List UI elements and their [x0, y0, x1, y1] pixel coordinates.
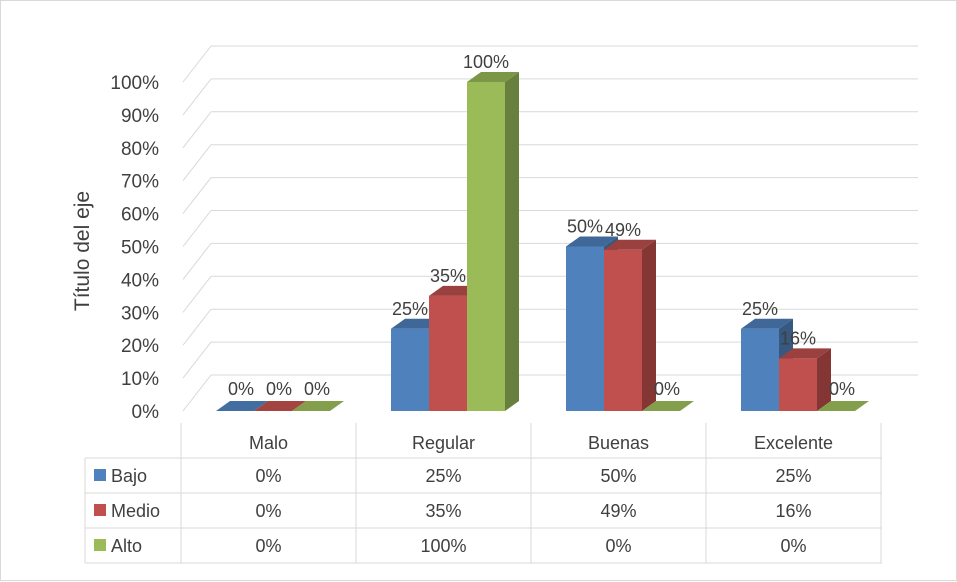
- data-label: 49%: [605, 220, 641, 240]
- y-tick-label: 70%: [121, 172, 159, 193]
- y-tick-label: 0%: [132, 402, 160, 423]
- bar-front: [467, 82, 505, 411]
- bar-alto-excelente: [817, 401, 869, 411]
- bar-bajo-buenas: [566, 236, 618, 411]
- bar-medio-malo: [254, 401, 306, 411]
- data-label: 25%: [392, 299, 428, 319]
- y-tick-label: 30%: [121, 303, 159, 324]
- y-tick-label: 20%: [121, 336, 159, 357]
- data-label: 35%: [430, 266, 466, 286]
- bar-top: [741, 318, 793, 329]
- data-table: Malo Regular Buenas Excelente Bajo 0% 25% 50% 25…: [84, 423, 882, 564]
- legend-label: Alto: [111, 536, 142, 556]
- bar-side: [505, 72, 519, 411]
- gridline-side: [182, 177, 212, 214]
- gridline-side: [182, 78, 212, 116]
- data-label: 100%: [463, 52, 509, 72]
- bar-top: [467, 72, 519, 82]
- table-cell: 16%: [775, 501, 811, 521]
- x-category-label: Regular: [412, 433, 475, 453]
- y-tick-label: 50%: [121, 238, 159, 259]
- bar-bajo-malo: [216, 401, 268, 411]
- bar-top: [604, 239, 656, 250]
- gridline-side: [182, 144, 212, 182]
- data-labels: 0% 0% 0%25%35%100%50% 49%0%25%16%0%: [228, 52, 855, 399]
- data-label: 25%: [742, 299, 778, 319]
- gridline-side: [182, 308, 212, 346]
- gridline-side: [182, 374, 212, 412]
- legend-label: Bajo: [111, 466, 147, 486]
- table-cell: 100%: [420, 536, 466, 556]
- data-label: 50%: [567, 217, 603, 237]
- table-cell: 35%: [425, 501, 461, 521]
- bar-alto-buenas: [642, 401, 694, 411]
- bar-top: [216, 401, 268, 411]
- table-cell: 0%: [255, 466, 281, 486]
- gridline-side: [182, 45, 212, 83]
- y-tick-label: 10%: [121, 369, 159, 390]
- table-cell: 50%: [600, 466, 636, 486]
- bar-alto-malo: [292, 401, 344, 411]
- x-category-label: Malo: [249, 433, 288, 453]
- data-label: 0%: [228, 379, 254, 399]
- bar-front: [391, 328, 429, 411]
- bar-front: [604, 249, 642, 411]
- y-tick-label: 60%: [121, 205, 159, 226]
- bar-top: [817, 401, 869, 411]
- gridlines: [182, 45, 918, 412]
- bar-front: [566, 246, 604, 411]
- gridline-side: [182, 341, 212, 379]
- data-label: 0%: [266, 379, 292, 399]
- y-tick-label: 90%: [121, 106, 159, 127]
- legend-swatch: [94, 539, 106, 551]
- bar-front: [741, 328, 779, 411]
- gridline-side: [182, 275, 212, 313]
- data-label: 0%: [654, 379, 680, 399]
- table-cell: 0%: [255, 536, 281, 556]
- y-tick-label: 40%: [121, 270, 159, 291]
- legend-swatch: [94, 469, 106, 481]
- y-axis-title: Título del eje: [71, 191, 94, 311]
- bar-top: [254, 401, 306, 411]
- bar-side: [642, 239, 656, 411]
- x-category-label: Buenas: [588, 433, 649, 453]
- bar-front: [779, 358, 817, 411]
- bar-medio-buenas: [604, 239, 656, 411]
- bar-top: [779, 348, 831, 359]
- bar-medio-excelente: [779, 348, 831, 411]
- bar-top: [566, 236, 618, 247]
- bar-top: [642, 401, 694, 411]
- y-axis-ticks: 0% 10% 20% 30% 40% 50% 60% 70% 80% 90% 100%: [110, 73, 159, 423]
- gridline-side: [182, 210, 212, 247]
- bar-side: [817, 348, 831, 411]
- table-cell: 0%: [780, 536, 806, 556]
- legend-swatch: [94, 504, 106, 516]
- bars: [216, 72, 869, 411]
- table-cell: 0%: [605, 536, 631, 556]
- gridline-side: [182, 111, 212, 149]
- gridline-side: [182, 243, 212, 280]
- table-cell: 25%: [775, 466, 811, 486]
- y-tick-label: 100%: [110, 73, 159, 94]
- x-category-label: Excelente: [754, 433, 833, 453]
- bar-alto-regular: [467, 72, 519, 411]
- legend-label: Medio: [111, 501, 160, 521]
- data-label: 0%: [829, 379, 855, 399]
- table-cell: 49%: [600, 501, 636, 521]
- data-label: 16%: [780, 328, 816, 348]
- data-label: 0%: [304, 379, 330, 399]
- table-cell: 25%: [425, 466, 461, 486]
- bar-front: [429, 295, 467, 411]
- table-cell: 0%: [255, 501, 281, 521]
- bar-top: [292, 401, 344, 411]
- y-tick-label: 80%: [121, 139, 159, 160]
